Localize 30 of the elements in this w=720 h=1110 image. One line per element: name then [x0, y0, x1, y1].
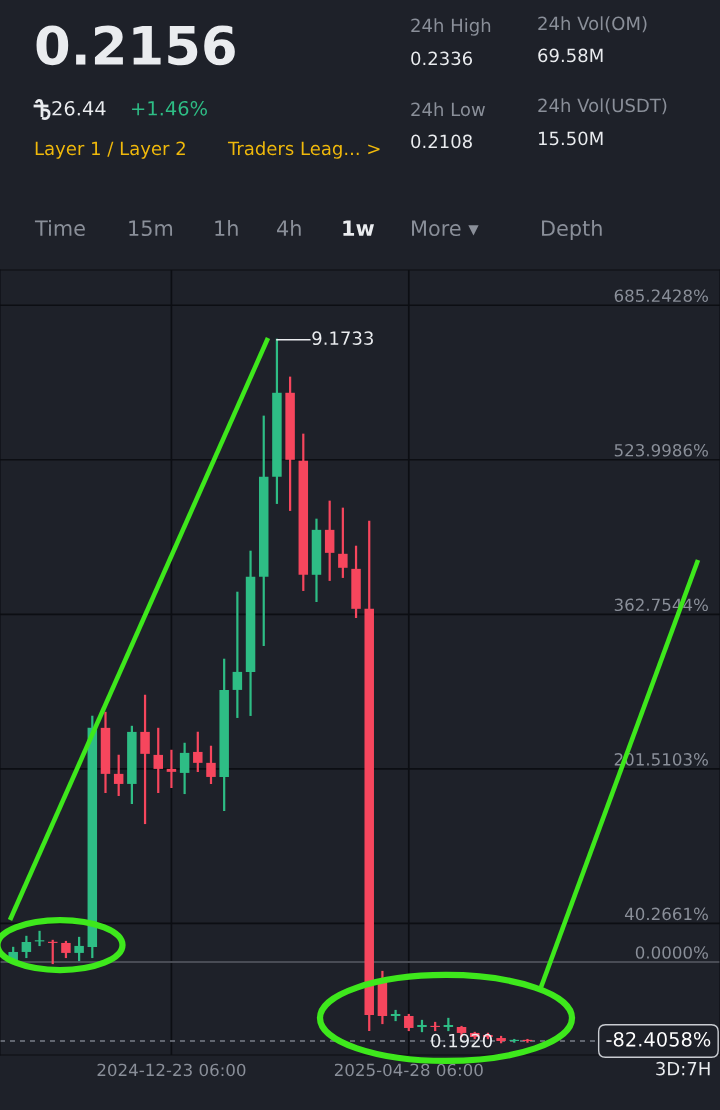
text: 26.44 — [52, 100, 106, 116]
text: Layer 1 / Layer 2 — [35, 141, 185, 159]
y-tick-label: 0.0000% — [635, 946, 708, 959]
ref-line-label: -82.4058% — [606, 1031, 711, 1047]
text: 0.2336 — [411, 51, 473, 66]
text: 24h Vol(OM) — [538, 16, 647, 33]
text: 24h Low — [411, 102, 485, 117]
annotation: 0.1920 — [431, 1033, 492, 1048]
text: 24h Vol(USDT) — [538, 98, 667, 115]
text: 0.2108 — [411, 134, 472, 149]
x-tick-label: 2025-04-28 06:00 — [334, 1063, 483, 1077]
text: 3D:7H — [656, 1061, 710, 1076]
chart-title: 0.2156 — [36, 25, 235, 66]
x-tick-label: 2024-12-23 06:00 — [97, 1063, 246, 1077]
text: More ▾ — [412, 220, 479, 237]
text: 15.50M — [538, 131, 603, 146]
text: 15m — [129, 220, 173, 237]
text: 1h — [215, 219, 238, 236]
text: Traders Leag... > — [227, 141, 380, 159]
text: +1.46% — [132, 100, 207, 116]
annotation: 9.1733 — [312, 331, 373, 346]
text: Depth — [542, 219, 602, 241]
text: 24h High — [411, 18, 491, 36]
y-tick-label: 523.9986% — [614, 443, 708, 457]
text: 69.58M — [538, 48, 603, 63]
text: 1w — [343, 220, 375, 236]
text: 4h — [277, 219, 301, 236]
y-tick-label: 685.2428% — [614, 289, 708, 302]
text: Time — [34, 219, 85, 237]
y-tick-label: 40.2661% — [624, 907, 708, 921]
